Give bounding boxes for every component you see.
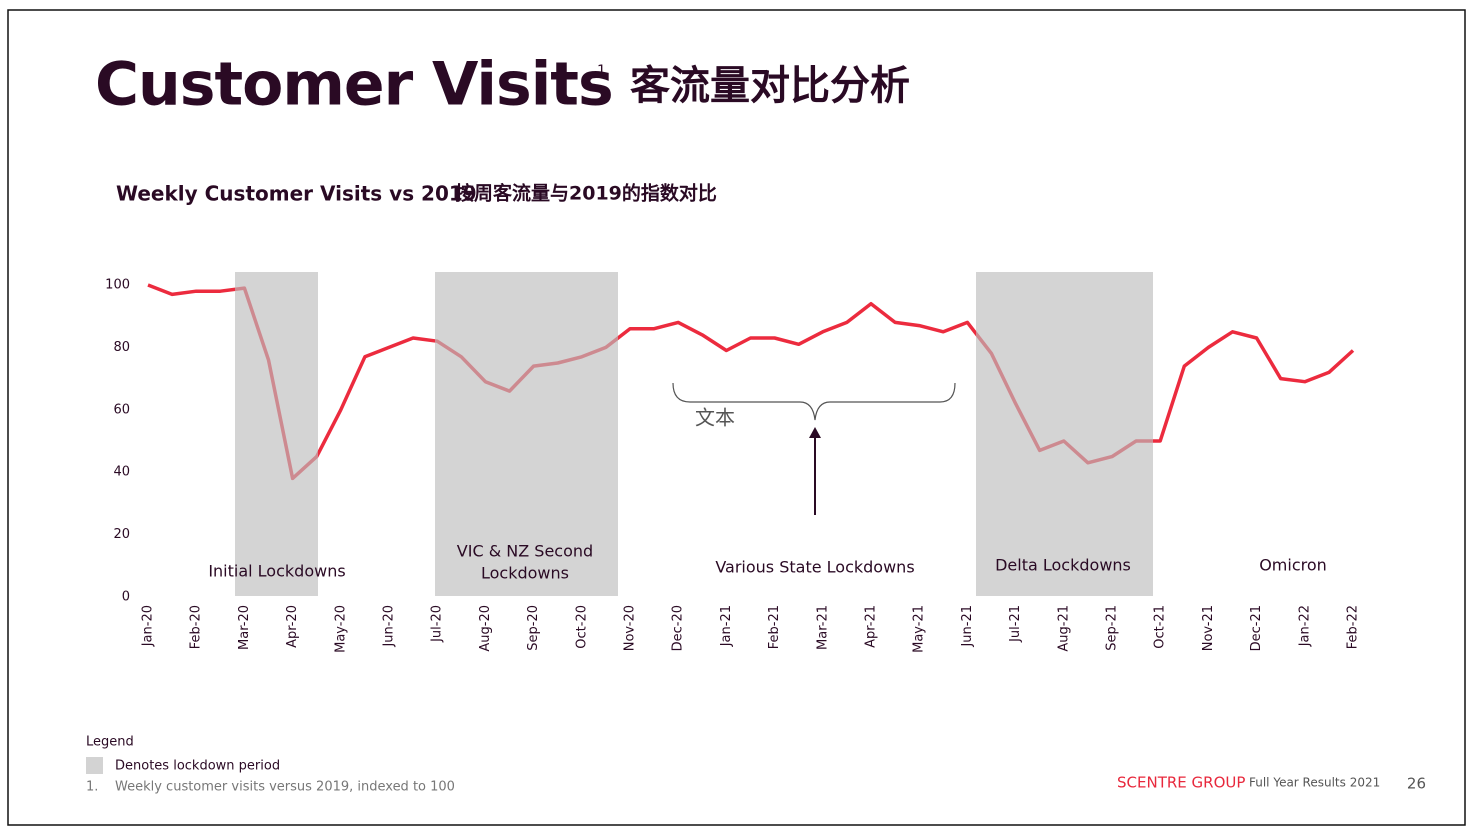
- y-tick-label: 100: [105, 278, 130, 293]
- annotation: Delta Lockdowns: [995, 556, 1131, 575]
- x-tick-label: Feb-20: [189, 605, 204, 649]
- x-tick-label: May-21: [912, 605, 927, 653]
- arrow-head: [809, 427, 821, 438]
- x-tick-label: Apr-21: [864, 605, 879, 648]
- y-tick-label: 0: [122, 590, 130, 605]
- x-tick-label: Dec-20: [671, 605, 686, 651]
- title-note: 1: [597, 63, 606, 79]
- brand: SCENTRE GROUP: [1117, 774, 1245, 792]
- title-cn: 客流量对比分析: [630, 63, 910, 109]
- report: Full Year Results 2021: [1249, 776, 1380, 790]
- x-tick-label: Sep-20: [526, 605, 541, 651]
- footnote-number: 1.: [86, 780, 98, 795]
- annotation: 文本: [695, 406, 735, 430]
- x-tick-label: Aug-21: [1056, 605, 1071, 652]
- slide-border: [7, 9, 1466, 826]
- x-tick-label: Jan-20: [141, 605, 156, 647]
- annotation: Various State Lockdowns: [715, 558, 914, 577]
- annotation: Lockdowns: [481, 564, 569, 583]
- title: Customer Visits: [95, 50, 613, 120]
- x-tick-label: Oct-20: [574, 605, 589, 649]
- x-tick-label: Mar-21: [815, 605, 830, 650]
- x-tick-label: Sep-21: [1105, 605, 1120, 651]
- annotation: Omicron: [1259, 556, 1327, 575]
- legend-entry: Denotes lockdown period: [115, 759, 280, 774]
- annotation: VIC & NZ Second: [457, 542, 593, 561]
- x-tick-label: Feb-21: [767, 605, 782, 649]
- x-tick-label: Nov-20: [623, 605, 638, 651]
- x-tick-label: Mar-20: [237, 605, 252, 650]
- subtitle: Weekly Customer Visits vs 2019: [116, 182, 477, 206]
- x-tick-label: Jul-20: [430, 605, 445, 643]
- y-tick-label: 60: [113, 402, 130, 417]
- page-number: 26: [1407, 775, 1426, 793]
- lockdown-band: [976, 272, 1153, 596]
- x-tick-label: Nov-21: [1201, 605, 1216, 651]
- y-tick-label: 20: [113, 527, 130, 542]
- subtitle-cn: 按周客流量与2019的指数对比: [455, 182, 717, 205]
- x-tick-label: Dec-21: [1249, 605, 1264, 651]
- annotation: Initial Lockdowns: [208, 562, 345, 581]
- x-tick-label: Jan-22: [1297, 605, 1312, 647]
- x-tick-label: Jun-20: [382, 605, 397, 648]
- legend-title: Legend: [86, 735, 134, 750]
- x-tick-label: Aug-20: [478, 605, 493, 652]
- x-tick-label: Oct-21: [1153, 605, 1168, 649]
- legend-swatch: [86, 757, 103, 774]
- series-line: [147, 283, 1355, 481]
- x-tick-label: Jan-21: [719, 605, 734, 647]
- x-tick-label: Apr-20: [285, 605, 300, 648]
- x-tick-label: Jul-21: [1008, 605, 1023, 643]
- x-tick-label: May-20: [333, 605, 348, 653]
- y-tick-label: 40: [113, 465, 130, 480]
- brace: [672, 382, 956, 421]
- x-tick-label: Feb-22: [1346, 605, 1361, 649]
- lockdown-band: [435, 272, 618, 596]
- lockdown-band: [235, 272, 318, 596]
- y-tick-label: 80: [113, 340, 130, 355]
- x-tick-label: Jun-21: [960, 605, 975, 648]
- footnote-text: Weekly customer visits versus 2019, inde…: [115, 780, 455, 795]
